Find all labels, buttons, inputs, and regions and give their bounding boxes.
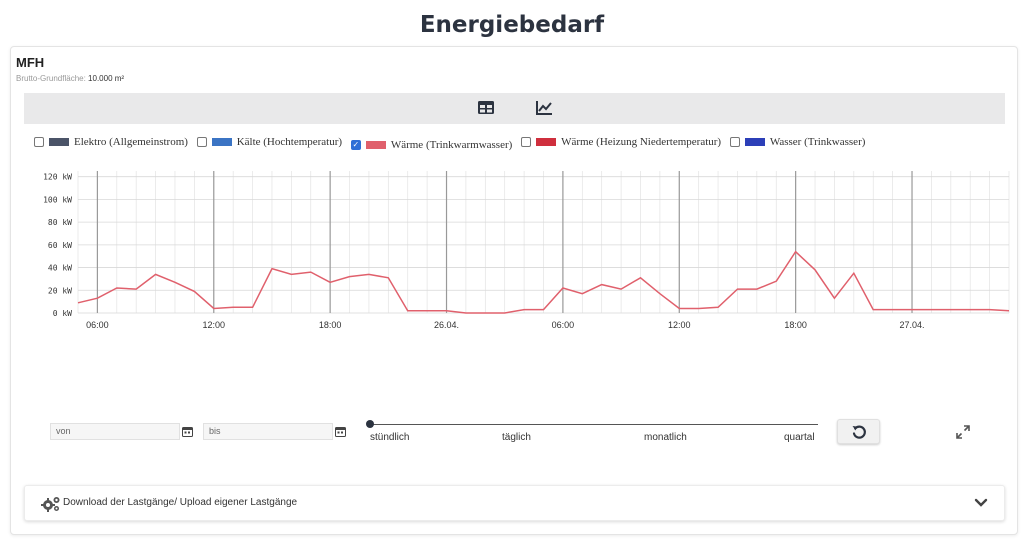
date-from-calendar-button[interactable]: [179, 423, 195, 440]
reset-zoom-button[interactable]: [837, 419, 880, 444]
table-view-button[interactable]: [476, 99, 496, 117]
view-toolbar: [24, 93, 1005, 124]
legend-item-waerme-heizung[interactable]: Wärme (Heizung Niedertemperatur): [521, 136, 721, 148]
legend-checkbox[interactable]: ✓: [350, 140, 361, 150]
y-tick-label: 60 kW: [48, 241, 72, 250]
table-icon: [478, 101, 494, 114]
x-tick-label: 06:00: [552, 320, 575, 330]
calendar-icon: [334, 427, 346, 437]
building-card: MFH Brutto-Grundfläche: 10.000 m² Elekt: [10, 46, 1018, 535]
legend-item-elektro[interactable]: Elektro (Allgemeinstrom): [34, 136, 188, 148]
x-tick-label: 27.04.: [900, 320, 925, 330]
legend-item-wasser[interactable]: Wasser (Trinkwasser): [729, 136, 866, 148]
y-tick-label: 40 kW: [48, 264, 72, 273]
slider-label-daily: täglich: [502, 432, 531, 443]
resolution-slider-track[interactable]: [370, 424, 818, 425]
slider-label-quarterly: quartal: [784, 432, 815, 443]
x-tick-label: 12:00: [203, 320, 226, 330]
legend-label: Wärme (Trinkwarmwasser): [390, 139, 513, 151]
x-tick-label: 26.04.: [434, 320, 459, 330]
legend-swatch: [211, 138, 232, 146]
gross-floor-area-label: Brutto-Grundfläche:: [16, 74, 86, 83]
y-tick-label: 0 kW: [53, 309, 72, 318]
legend-item-kaelte[interactable]: Kälte (Hochtemperatur): [196, 136, 343, 148]
series-legend: Elektro (Allgemeinstrom) Kälte (Hochtemp…: [34, 136, 871, 151]
download-upload-accordion[interactable]: Download der Lastgänge/ Upload eigener L…: [24, 485, 1005, 521]
slider-label-monthly: monatlich: [644, 432, 687, 443]
x-tick-label: 18:00: [319, 320, 342, 330]
page-title: Energiebedarf: [419, 12, 605, 38]
legend-checkbox[interactable]: [34, 137, 44, 147]
y-tick-label: 80 kW: [48, 218, 72, 227]
legend-checkbox[interactable]: [521, 137, 532, 147]
legend-label: Elektro (Allgemeinstrom): [74, 136, 188, 148]
legend-item-waerme-trinkwarmwasser[interactable]: ✓ Wärme (Trinkwarmwasser): [350, 139, 513, 151]
legend-swatch: [744, 138, 765, 146]
y-tick-label: 120 kW: [43, 173, 72, 182]
fullscreen-button[interactable]: [955, 424, 971, 440]
y-tick-label: 100 kW: [43, 195, 72, 204]
legend-swatch: [536, 138, 557, 146]
date-to-input[interactable]: bis: [203, 423, 333, 440]
gears-icon: [41, 497, 60, 512]
line-chart-icon: [536, 101, 552, 115]
legend-swatch: [365, 141, 386, 149]
legend-label: Wärme (Heizung Niedertemperatur): [561, 136, 722, 148]
x-tick-label: 18:00: [784, 320, 807, 330]
expand-icon: [956, 425, 970, 439]
x-tick-label: 06:00: [86, 320, 109, 330]
legend-label: Wasser (Trinkwasser): [769, 136, 866, 148]
date-from-input[interactable]: von: [50, 423, 180, 440]
chevron-down-icon: [974, 498, 988, 507]
gross-floor-area: Brutto-Grundfläche: 10.000 m²: [16, 74, 124, 83]
legend-label: Kälte (Hochtemperatur): [236, 136, 343, 148]
undo-icon: [852, 425, 866, 439]
legend-checkbox[interactable]: [729, 137, 740, 147]
y-tick-label: 20 kW: [48, 286, 72, 295]
x-tick-label: 12:00: [668, 320, 691, 330]
legend-swatch: [49, 138, 69, 146]
accordion-label: Download der Lastgänge/ Upload eigener L…: [63, 497, 298, 508]
load-profile-chart[interactable]: 0 kW 20 kW 40 kW 60 kW 80 kW 100 kW 120 kW 06:0…: [21, 167, 1011, 407]
chart-view-button[interactable]: [534, 99, 554, 117]
slider-label-hourly: stündlich: [370, 432, 410, 443]
legend-checkbox[interactable]: [196, 137, 207, 147]
building-name: MFH: [16, 55, 45, 70]
gross-floor-area-value: 10.000 m²: [88, 74, 125, 83]
resolution-slider-handle[interactable]: [366, 420, 374, 428]
date-to-calendar-button[interactable]: [332, 423, 348, 440]
calendar-icon: [181, 427, 193, 437]
